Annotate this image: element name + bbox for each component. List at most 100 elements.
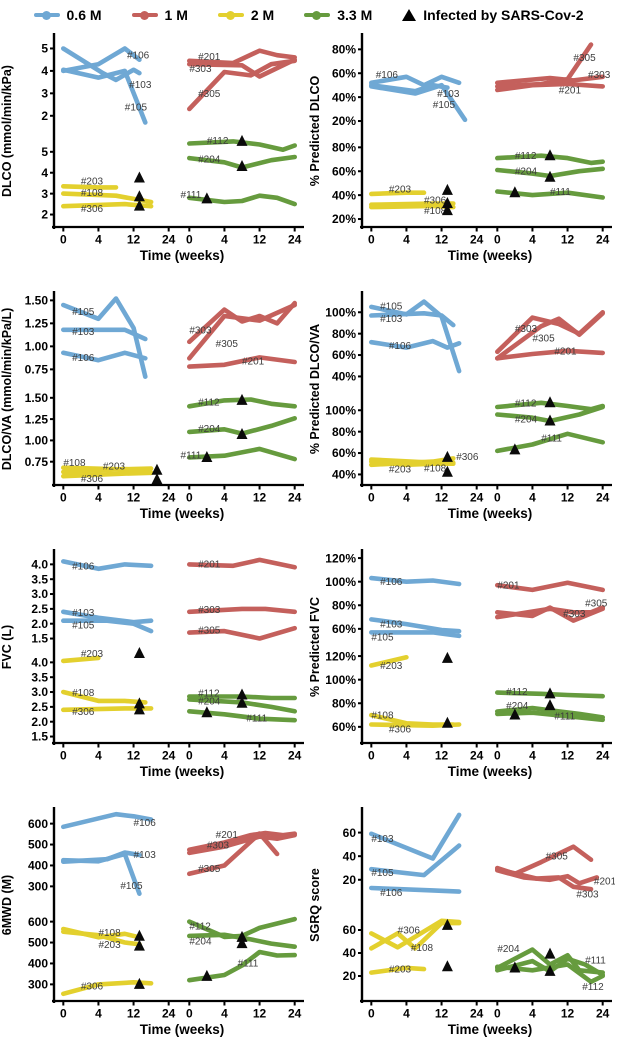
legend-item-label: 2 M	[250, 7, 275, 23]
series-line-203	[368, 190, 427, 197]
series-label-204: #204	[515, 167, 538, 178]
y-tick-label: 80%	[332, 425, 356, 439]
series-label-106: #106	[389, 341, 412, 352]
x-tick-label: 4	[403, 233, 410, 247]
infection-marker-icon	[133, 929, 145, 941]
y-tick-label: 3.0	[31, 685, 48, 699]
series-label-204: #204	[515, 414, 538, 425]
infection-marker-icon	[236, 696, 248, 708]
series-label-111: #111	[181, 450, 202, 461]
series-label-106: #106	[127, 51, 150, 62]
x-tick-label: 24	[470, 1007, 484, 1021]
series-label-103: #103	[371, 834, 394, 845]
series-label-106: #106	[134, 818, 157, 829]
panel-dlco: DLCO (mmol/min/kPa) 2 3 4 5 #106 #103 #105 #201 #…	[0, 28, 308, 286]
series-label-105: #105	[72, 621, 95, 632]
chart-dlcova: DLCO/VA (mmol/min/kPa/L) 0.75 1.00 1.25 1.50…	[1, 291, 304, 521]
series-label-306: #306	[389, 725, 412, 736]
series-label-108: #108	[424, 206, 447, 217]
series-label-108: #108	[63, 458, 86, 469]
x-tick-label: 0	[368, 233, 375, 247]
series-label-108: #108	[72, 688, 95, 699]
y-tick-label: 40%	[332, 370, 356, 384]
x-tick-label: 12	[561, 491, 575, 505]
x-axis-title: Time (weeks)	[140, 248, 225, 263]
x-tick-label: 0	[186, 233, 193, 247]
legend-line-dot-icon	[131, 10, 158, 20]
x-tick-label: 4	[221, 491, 228, 505]
series-label-203: #203	[389, 185, 412, 196]
y-tick-label: 20%	[332, 114, 356, 128]
series-label-204: #204	[497, 944, 520, 955]
series-label-112: #112	[515, 398, 537, 409]
series-label-306: #306	[424, 195, 447, 206]
series-line-305	[187, 302, 298, 361]
y-tick-label: 1.50	[25, 391, 49, 405]
infection-marker-icon	[544, 149, 556, 161]
series-line-112	[495, 690, 606, 699]
series-line-112	[187, 139, 298, 152]
series-label-103: #103	[134, 850, 157, 861]
series-label-303: #303	[563, 609, 586, 620]
series-line-105	[368, 630, 462, 639]
series-line-305	[495, 42, 594, 89]
infection-marker-icon	[544, 170, 556, 182]
series-label-112: #112	[506, 687, 528, 698]
y-tick-label: 100%	[325, 575, 356, 589]
infection-marker-icon	[544, 396, 556, 408]
y-tick-label: 5	[41, 145, 48, 159]
series-line-204	[187, 932, 298, 949]
series-label-106: #106	[380, 577, 403, 588]
series-line-112	[495, 153, 606, 166]
x-tick-label: 4	[221, 749, 228, 763]
y-tick-label: 100%	[325, 403, 356, 417]
series-line-203	[60, 184, 119, 190]
infection-marker-icon	[236, 930, 248, 942]
x-axis-title: Time (weeks)	[140, 764, 225, 779]
x-tick-label: 4	[529, 491, 536, 505]
series-label-103: #103	[437, 89, 460, 100]
infection-marker-icon	[441, 960, 453, 972]
series-label-305: #305	[546, 852, 569, 863]
series-line-103	[368, 617, 462, 634]
legend: 0.6 M 1 M 2 M 3.3 M Infected by SARS-Cov-2	[0, 0, 617, 28]
y-tick-label: 500	[28, 838, 48, 852]
x-tick-label: 0	[60, 491, 67, 505]
y-tick-label: 2.0	[31, 617, 48, 631]
series-line-112	[495, 962, 606, 985]
infection-marker-icon	[441, 196, 453, 208]
series-label-112: #112	[189, 921, 211, 932]
series-line-204	[495, 947, 606, 975]
y-tick-label: 40%	[332, 188, 356, 202]
series-line-106	[368, 575, 462, 587]
series-label-112: #112	[198, 688, 220, 699]
x-tick-label: 24	[596, 491, 610, 505]
series-label-106: #106	[72, 353, 95, 364]
x-tick-label: 12	[127, 491, 141, 505]
y-tick-label: 3.5	[31, 670, 48, 684]
y-tick-label: 1.25	[25, 317, 49, 331]
x-tick-label: 12	[253, 233, 267, 247]
y-axis-title: FVC (L)	[1, 625, 14, 669]
x-tick-label: 12	[435, 491, 449, 505]
y-tick-label: 40	[343, 946, 357, 960]
series-label-105: #105	[371, 868, 394, 879]
series-line-203	[60, 466, 154, 475]
series-label-201: #201	[497, 581, 520, 592]
chart-pct-fvc: % Predicted FVC 60% 80% 100% 120% #106 #103 #10…	[309, 549, 612, 779]
infection-marker-icon	[151, 473, 163, 485]
series-line-111	[187, 193, 298, 207]
series-label-303: #303	[207, 840, 230, 851]
x-tick-label: 4	[529, 1007, 536, 1021]
x-tick-label: 0	[494, 1007, 501, 1021]
series-label-112: #112	[515, 151, 537, 162]
series-label-201: #201	[198, 52, 221, 63]
x-tick-label: 4	[221, 1007, 228, 1021]
x-tick-label: 4	[95, 491, 102, 505]
y-tick-label: 3	[41, 187, 48, 201]
y-tick-label: 500	[28, 936, 48, 950]
infection-marker-icon	[133, 697, 145, 709]
x-tick-label: 0	[368, 749, 375, 763]
series-line-103	[368, 310, 456, 328]
